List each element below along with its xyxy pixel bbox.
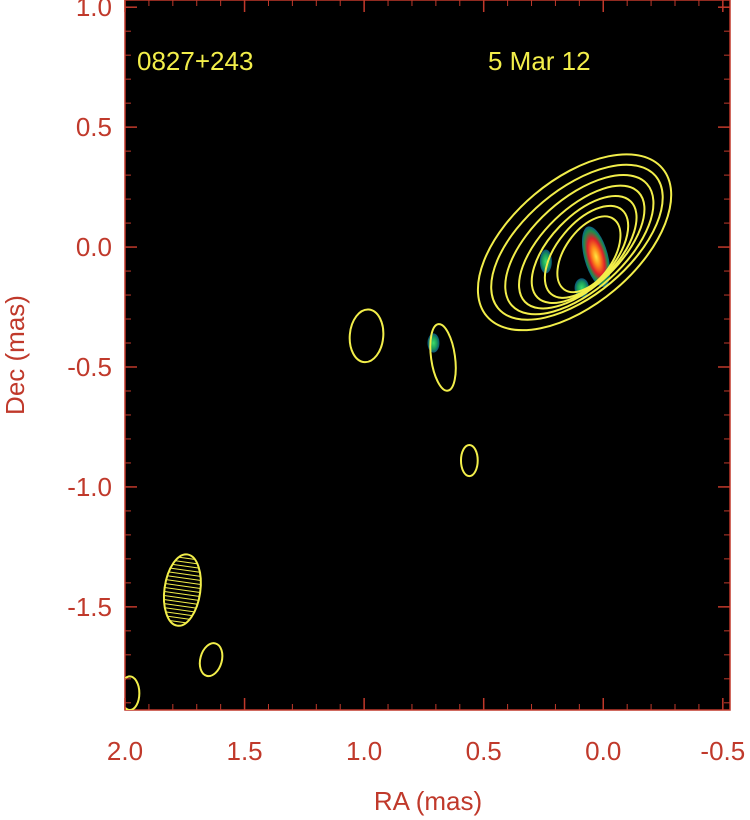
y-tick-label-4: -1.0 — [67, 472, 112, 502]
blob-contour-4 — [125, 675, 141, 710]
core-contour-2 — [504, 174, 655, 316]
epoch-label: 5 Mar 12 — [488, 46, 591, 76]
core-contour-3 — [518, 184, 646, 310]
blob-contour-1 — [429, 323, 457, 392]
y-tick-label-1: 0.5 — [76, 112, 112, 142]
y-tick-label-0: 1.0 — [76, 0, 112, 22]
x-tick-label-2: 1.0 — [346, 736, 382, 766]
y-axis-label: Dec (mas) — [0, 295, 30, 415]
color-component-0 — [581, 226, 611, 287]
blob-contour-3 — [198, 642, 224, 678]
x-tick-label-3: 0.5 — [466, 736, 502, 766]
core-contour-4 — [530, 194, 638, 304]
y-tick-label-2: 0.0 — [76, 232, 112, 262]
y-tick-label-5: -1.5 — [67, 592, 112, 622]
beam-ellipse — [162, 553, 202, 627]
core-contour-6 — [556, 215, 622, 294]
core-contour-5 — [543, 204, 630, 299]
x-tick-label-4: 0.0 — [585, 736, 621, 766]
blob-contour-2 — [459, 443, 479, 478]
x-tick-label-1: 1.5 — [226, 736, 262, 766]
x-tick-label-5: -0.5 — [700, 736, 745, 766]
y-tick-label-3: -0.5 — [67, 352, 112, 382]
core-contour-0 — [476, 153, 673, 332]
plot-area — [124, 0, 731, 711]
x-tick-label-0: 2.0 — [107, 736, 143, 766]
core-contour-1 — [490, 163, 664, 321]
blob-contour-0 — [348, 308, 385, 364]
color-component-2 — [539, 249, 552, 274]
x-axis-label: RA (mas) — [374, 786, 482, 816]
color-component-3 — [427, 333, 440, 353]
source-label: 0827+243 — [137, 46, 253, 76]
